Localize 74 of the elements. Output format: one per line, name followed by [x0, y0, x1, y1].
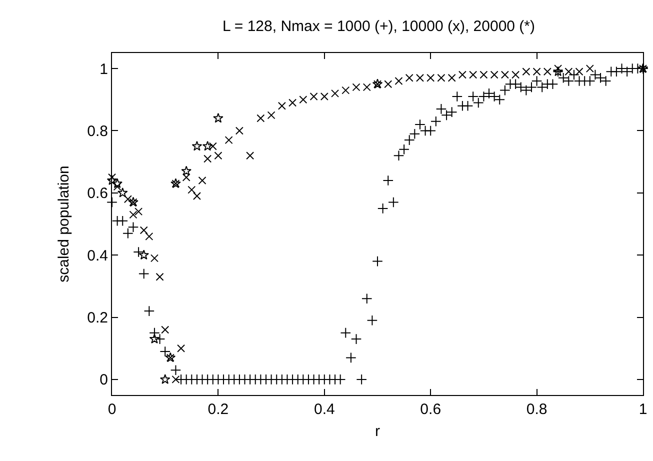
x-tick-label: 0.2 [208, 401, 229, 418]
point [405, 74, 414, 82]
point [320, 92, 328, 101]
x-axis-title: r [375, 423, 380, 440]
point [331, 89, 340, 98]
point [117, 188, 128, 198]
point [256, 114, 265, 122]
point [299, 96, 308, 104]
x-tick-label: 1 [638, 401, 648, 418]
point [512, 70, 520, 79]
point [278, 102, 286, 110]
point [224, 136, 233, 144]
point [416, 74, 424, 82]
point [437, 74, 446, 82]
point [469, 70, 478, 79]
point [138, 250, 150, 260]
point [448, 74, 456, 82]
point [160, 374, 170, 384]
y-tick-label: 0 [100, 372, 108, 389]
point [113, 182, 122, 191]
point [342, 86, 350, 94]
point [198, 176, 206, 184]
y-tick-label: 1 [100, 60, 108, 78]
point [181, 166, 192, 176]
point [235, 126, 244, 135]
point [352, 83, 360, 92]
point [362, 83, 371, 92]
y-tick-label: 0.8 [87, 122, 108, 140]
point [394, 76, 403, 85]
point [267, 111, 276, 120]
point [310, 92, 318, 101]
point [214, 152, 222, 160]
point [150, 254, 158, 262]
x-tick-label: 0.8 [526, 401, 548, 418]
point [192, 192, 201, 200]
point [522, 68, 530, 76]
point [575, 68, 584, 76]
point [112, 178, 122, 188]
point [532, 68, 541, 76]
y-tick-label: 0.4 [87, 247, 108, 264]
point [182, 173, 190, 182]
point [246, 152, 254, 160]
point [543, 68, 552, 76]
point [140, 226, 148, 234]
point [564, 68, 573, 76]
point [384, 80, 392, 88]
point [192, 140, 202, 151]
point [288, 98, 297, 107]
point [177, 344, 186, 352]
y-tick-label: 0.2 [87, 310, 108, 327]
point [500, 70, 509, 79]
point [156, 272, 164, 281]
point [586, 64, 594, 73]
point [129, 210, 138, 219]
point [134, 208, 143, 216]
point [161, 326, 170, 334]
point [106, 175, 118, 185]
y-tick-label: 0.6 [87, 185, 108, 202]
point [124, 195, 132, 204]
point [204, 154, 212, 163]
point [145, 232, 154, 240]
point [480, 70, 488, 79]
point [202, 140, 213, 151]
point [188, 186, 196, 194]
y-axis-title: scaled population [55, 166, 72, 282]
point [458, 70, 466, 79]
point [213, 112, 224, 123]
x-tick-label: 0.4 [314, 401, 335, 418]
point [426, 74, 435, 82]
x-tick-label: 0.6 [420, 401, 442, 418]
chart-title: L = 128, Nmax = 1000 (+), 10000 (x), 20000 (*) [222, 18, 536, 36]
point [490, 70, 498, 79]
point [149, 334, 160, 344]
point [208, 142, 217, 150]
